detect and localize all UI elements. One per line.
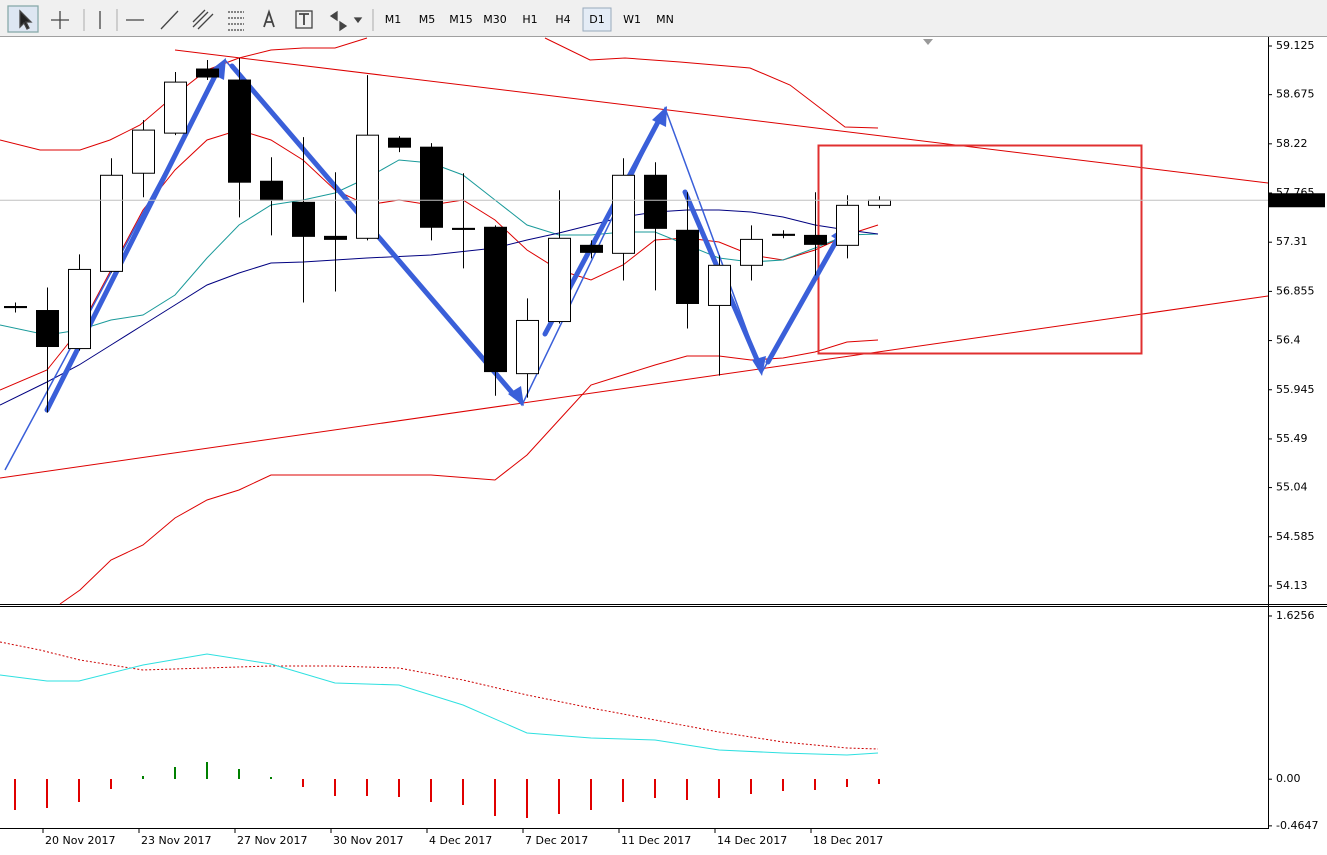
y-tick-label: 55.49 [1276,432,1308,445]
timeframe-button[interactable]: M30 [483,13,507,26]
y-tick-label: -0.4647 [1276,819,1318,832]
last-price-box [1269,193,1325,208]
y-tick-label: 54.585 [1276,530,1315,543]
timeframe-button[interactable]: D1 [589,13,604,26]
crosshair-icon[interactable] [51,11,69,29]
last-price-label: 57.698 [1275,193,1314,206]
candle-body [484,226,507,373]
chart-area [0,37,1327,855]
candle-body [196,68,219,78]
candle-body [100,174,123,272]
timeframe-active [582,7,612,32]
candle-body [164,81,187,134]
main-line [0,653,879,756]
x-tick-label: 30 Nov 2017 [333,834,403,847]
y-tick-label: 1.6256 [1276,609,1315,622]
channel-icon[interactable] [192,9,214,30]
histogram-positive [142,762,272,779]
candle-body [516,319,539,375]
timeframe-button[interactable]: H4 [555,13,570,26]
y-tick-label: 54.13 [1276,579,1308,592]
x-tick-label: 4 Dec 2017 [429,834,492,847]
y-tick-label: 57.31 [1276,235,1308,248]
candle-body [580,244,603,253]
bollinger-upper [0,37,368,151]
x-tick-label: 23 Nov 2017 [141,834,211,847]
candle-body [772,233,795,236]
candle-body [644,174,667,229]
x-tick-label: 27 Nov 2017 [237,834,307,847]
candle-body [452,227,475,230]
arrows-icon[interactable] [329,10,363,32]
y-tick-label: 55.04 [1276,481,1308,494]
histogram-negative [14,779,880,818]
x-tick-label: 18 Dec 2017 [813,834,883,847]
candle-body [868,199,891,206]
timeframe-button[interactable]: M5 [419,13,436,26]
y-tick-label: 58.675 [1276,88,1315,101]
drawing-tools[interactable] [7,5,374,33]
candle-body [420,146,443,228]
label-glyph [299,13,309,25]
candles [4,57,891,413]
separator [116,9,374,31]
candle-body [548,237,571,323]
target-box [817,144,1143,355]
x-tick-label: 11 Dec 2017 [621,834,691,847]
timeframe-button[interactable]: M1 [385,13,402,26]
candle-body [740,238,763,266]
y-tick-label: 55.945 [1276,383,1315,396]
bollinger-upper [544,37,879,129]
candle-body [804,234,827,245]
toolbar [0,0,1327,37]
x-tick-label: 7 Dec 2017 [525,834,588,847]
trend-line [174,49,1269,184]
fibo-icon[interactable] [228,11,244,31]
trend-line [0,295,1269,479]
y-tick-label: 0.00 [1276,772,1301,785]
label-icon[interactable] [295,10,313,29]
candle-body [836,204,859,246]
y-tick-label: 56.855 [1276,284,1315,297]
candle-body [324,235,347,240]
candle-body [4,306,27,309]
cursor-icon [19,9,33,30]
timeframe-button[interactable]: W1 [623,13,641,26]
candle-body [68,268,91,350]
timeframe-button[interactable]: H1 [522,13,537,26]
ma-fast [0,159,879,336]
candle-body [132,129,155,174]
trendline-icon[interactable] [160,10,179,30]
candle-body [708,264,731,306]
timeframe-bar: M1 M5 M15 M30 H1 H4 D1 W1 MN [385,7,674,32]
candle-body [260,180,283,201]
signal-line [0,641,879,750]
y-tick-label: 59.125 [1276,39,1315,52]
shift-marker [923,39,933,45]
candle-body [228,79,251,183]
timeframe-button[interactable]: MN [656,13,674,26]
x-tick-label: 14 Dec 2017 [717,834,787,847]
text-icon[interactable] [263,9,275,28]
y-tick-label: 58.22 [1276,137,1308,150]
candle-body [36,310,59,348]
candle-body [676,229,699,304]
timeframe-button[interactable]: M15 [449,13,473,26]
candle-body [292,201,315,237]
candle-body [612,174,635,254]
indicator-lines [0,641,880,818]
candle-body [388,137,411,148]
y-tick-label: 56.4 [1276,334,1301,347]
candle-body [356,134,379,239]
x-tick-label: 20 Nov 2017 [45,834,115,847]
